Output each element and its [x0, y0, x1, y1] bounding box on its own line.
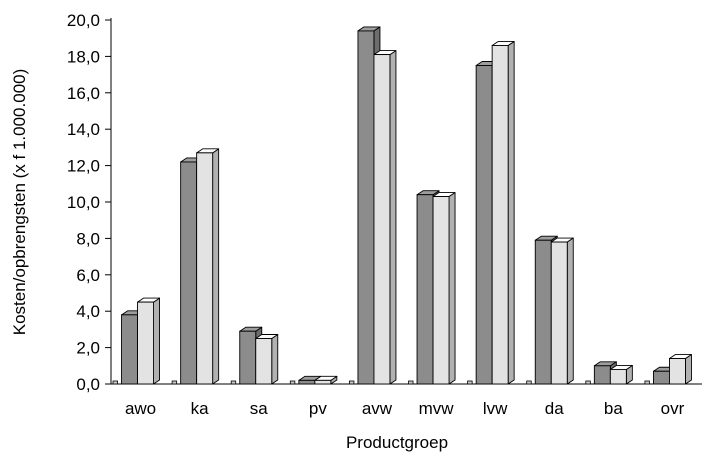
- x-category-label: mvw: [419, 399, 455, 418]
- x-category-label: ba: [604, 399, 623, 418]
- y-tick-label: 18,0: [67, 47, 100, 66]
- bar: [534, 239, 552, 385]
- bar: [669, 358, 686, 385]
- bar: [196, 152, 214, 385]
- bar-side: [153, 297, 161, 385]
- bar: [373, 54, 391, 385]
- y-tick-label: 14,0: [67, 120, 100, 139]
- y-tick-label: 2,0: [76, 339, 100, 358]
- bars: [112, 26, 692, 385]
- bar: [432, 196, 450, 385]
- floor-segment: [644, 380, 650, 385]
- bar: [255, 338, 273, 385]
- bar: [121, 314, 139, 385]
- bar-side: [212, 148, 220, 385]
- y-tick-label: 4,0: [76, 302, 100, 321]
- x-category-label: ka: [191, 399, 210, 418]
- bar-side: [507, 41, 515, 385]
- bar: [653, 370, 670, 385]
- x-category-label: pv: [309, 399, 327, 418]
- floor-segment: [348, 380, 355, 385]
- y-axis-ticks: 0,0 2,0 4,0 6,0 8,0 10,0 12,0 14,0 16,0 18,0 20,0: [67, 11, 111, 394]
- bar: [357, 30, 375, 385]
- y-tick-label: 10,0: [67, 193, 100, 212]
- x-axis-title: Productgroep: [346, 433, 448, 452]
- floor-segment: [289, 380, 296, 385]
- y-tick-label: 20,0: [67, 11, 100, 30]
- x-category-label: lvw: [483, 399, 508, 418]
- bar: [475, 65, 493, 385]
- x-category-label: awo: [125, 399, 156, 418]
- bar: [180, 161, 198, 385]
- x-category-label: sa: [250, 399, 269, 418]
- y-tick-label: 8,0: [76, 229, 100, 248]
- bar: [239, 330, 257, 385]
- bar: [593, 365, 611, 385]
- bar-side: [271, 334, 279, 385]
- y-tick-label: 12,0: [67, 157, 100, 176]
- floor-segment: [112, 380, 118, 385]
- x-category-label: da: [545, 399, 564, 418]
- floor-segment: [230, 380, 237, 385]
- bar: [416, 194, 434, 385]
- bar-side: [685, 354, 692, 385]
- bar: [298, 379, 316, 385]
- x-category-label: ovr: [661, 399, 685, 418]
- floor-segment: [171, 380, 178, 385]
- floor-segment: [526, 380, 532, 385]
- bar: [550, 241, 568, 385]
- bar: [137, 301, 155, 385]
- x-axis-categories: awo ka sa pv avw mvw lvw da ba ovr: [125, 399, 685, 418]
- y-axis-title: Kosten/opbrengsten (x f 1.000.000): [10, 69, 29, 336]
- y-tick-label: 6,0: [76, 266, 100, 285]
- bar: [609, 368, 627, 385]
- bar-side: [389, 50, 397, 385]
- y-tick-label: 16,0: [67, 84, 100, 103]
- floor-segment: [467, 380, 473, 385]
- bar-side: [566, 237, 574, 385]
- bar-side: [448, 192, 456, 385]
- floor-segment: [408, 380, 414, 385]
- y-tick-label: 0,0: [76, 375, 100, 394]
- bar: [491, 45, 509, 385]
- floor-segment: [585, 380, 591, 385]
- x-category-label: avw: [362, 399, 393, 418]
- bar: [314, 379, 332, 385]
